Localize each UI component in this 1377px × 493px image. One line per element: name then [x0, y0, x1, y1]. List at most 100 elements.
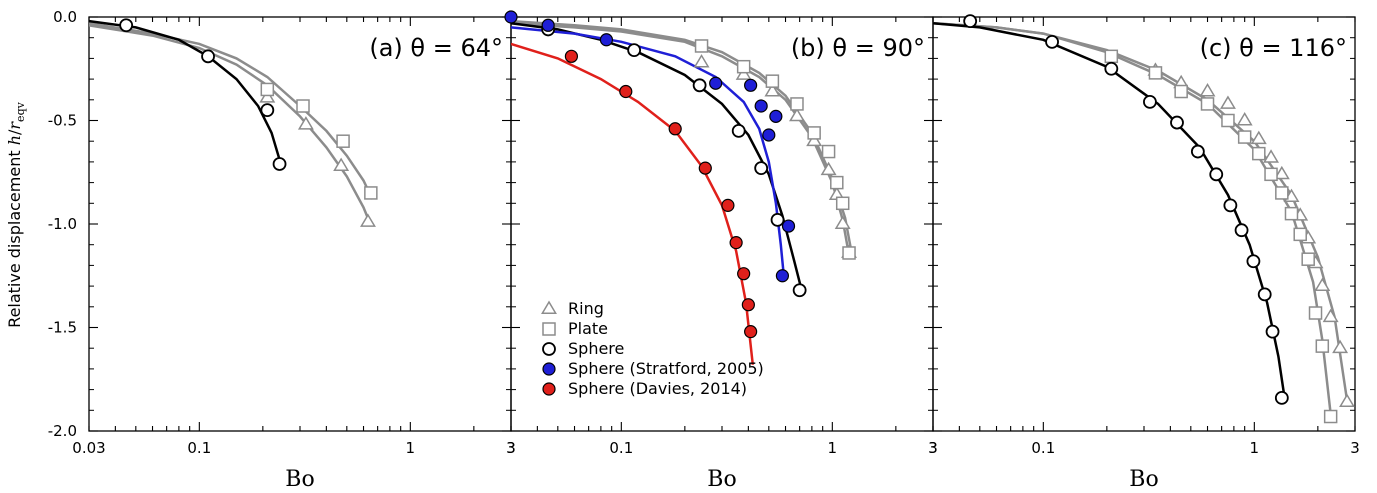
point-plate [336, 134, 350, 148]
point-ring [297, 116, 314, 130]
y-tick-label: 0.0 [53, 8, 77, 26]
point-plate [821, 144, 836, 159]
point-ring [1236, 112, 1253, 126]
point-sphere-davies-2014 [737, 267, 751, 281]
point-plate [1323, 409, 1338, 424]
point-plate [694, 39, 709, 53]
data-points [504, 10, 858, 339]
y-tick-label: -1.0 [48, 215, 77, 233]
point-sphere [692, 78, 707, 93]
point-ring [360, 213, 376, 227]
x-axis-label: Bo [707, 467, 736, 492]
panel-frame [932, 16, 1356, 432]
point-sphere-stratford-2005 [781, 219, 796, 233]
point-sphere [770, 212, 785, 227]
point-ring [1332, 339, 1349, 354]
point-sphere-stratford-2005 [762, 128, 776, 142]
point-sphere [1190, 144, 1205, 159]
point-sphere-davies-2014 [619, 84, 633, 99]
y-axis-label-prefix: Relative displacement [5, 145, 24, 328]
fit-curves [511, 19, 855, 365]
point-plate [790, 97, 804, 111]
point-ring [1314, 277, 1331, 292]
point-plate [260, 82, 275, 97]
point-sphere-davies-2014 [564, 49, 579, 63]
legend-item-sphere-davies-2014: Sphere (Davies, 2014) [542, 379, 747, 398]
point-plate [364, 186, 378, 200]
y-tick-label: -1.5 [48, 319, 77, 337]
point-sphere-stratford-2005 [599, 33, 614, 47]
point-sphere-stratford-2005 [775, 269, 790, 283]
legend-item-plate: Plate [542, 319, 608, 338]
point-sphere [1246, 254, 1261, 269]
curve-plate [933, 21, 1332, 415]
curve-plate [89, 21, 374, 200]
data-points [119, 18, 378, 227]
point-sphere [1274, 390, 1289, 405]
point-ring [806, 132, 823, 147]
point-ring [1322, 308, 1339, 323]
x-tick-label: 1 [406, 439, 416, 457]
point-plate [1148, 66, 1163, 80]
point-ring [1199, 83, 1216, 97]
point-ring [789, 107, 805, 122]
point-sphere-davies-2014 [668, 122, 682, 136]
legend-marker-sphere-stratford-2005 [542, 362, 556, 376]
curve-ring [89, 24, 371, 223]
point-plate [1221, 113, 1235, 128]
point-ring [764, 83, 781, 97]
point-plate [1315, 339, 1330, 353]
point-sphere-stratford-2005 [504, 10, 518, 24]
y-axis-label: Relative displacement h/reqv [5, 101, 27, 327]
point-sphere [792, 283, 807, 298]
panel-label: (b) θ = 90° [791, 34, 925, 62]
point-plate [736, 59, 751, 74]
point-sphere-davies-2014 [729, 236, 743, 250]
x-axis-label: Bo [1129, 467, 1158, 492]
point-plate [807, 126, 821, 140]
point-plate [1293, 227, 1307, 242]
point-ring [333, 157, 350, 171]
y-axis-label-h: h [5, 135, 24, 145]
point-ring [735, 66, 752, 80]
legend-item-sphere: Sphere [542, 339, 624, 358]
point-plate [296, 99, 310, 113]
point-plate [842, 246, 856, 260]
legend-label: Plate [568, 319, 608, 338]
panel-frame [88, 16, 512, 432]
legend-label: Ring [568, 299, 604, 318]
point-sphere-stratford-2005 [754, 99, 768, 113]
legend-label: Sphere (Stratford, 2005) [568, 359, 764, 378]
x-tick-label: 3 [928, 439, 938, 457]
point-sphere-davies-2014 [744, 325, 758, 339]
point-plate [765, 74, 780, 88]
x-axis-label: Bo [285, 467, 314, 492]
point-sphere [963, 14, 978, 29]
x-tick-label: 1 [1250, 439, 1260, 457]
point-ring [834, 215, 851, 229]
point-plate [1284, 206, 1299, 221]
panels: 0.03 0.1 1 3 Bo 0.0 -0.5 -1.0 -1.5 -2.0 (a) θ = 64… [48, 8, 1360, 492]
x-tick-label: 0.1 [609, 439, 633, 457]
point-plate [1237, 130, 1252, 144]
point-sphere [1257, 287, 1272, 302]
point-ring [1219, 95, 1236, 109]
y-axis-label-r: r [5, 121, 24, 130]
point-plate [1200, 97, 1215, 111]
x-tick-label: 3 [1350, 439, 1360, 457]
point-sphere [754, 161, 769, 176]
point-ring [693, 54, 710, 68]
point-ring [1273, 165, 1290, 180]
y-axis-label-slash: / [5, 129, 24, 135]
y-tick-label: -0.5 [48, 112, 77, 130]
legend-label: Sphere (Davies, 2014) [568, 379, 747, 398]
point-sphere-stratford-2005 [769, 109, 783, 123]
legend-marker-plate [542, 322, 556, 336]
point-sphere [1045, 34, 1059, 49]
point-plate [830, 175, 844, 190]
point-plate [835, 196, 850, 211]
point-ring [820, 161, 837, 176]
curve-sphere [933, 21, 1287, 403]
point-sphere [731, 123, 746, 138]
